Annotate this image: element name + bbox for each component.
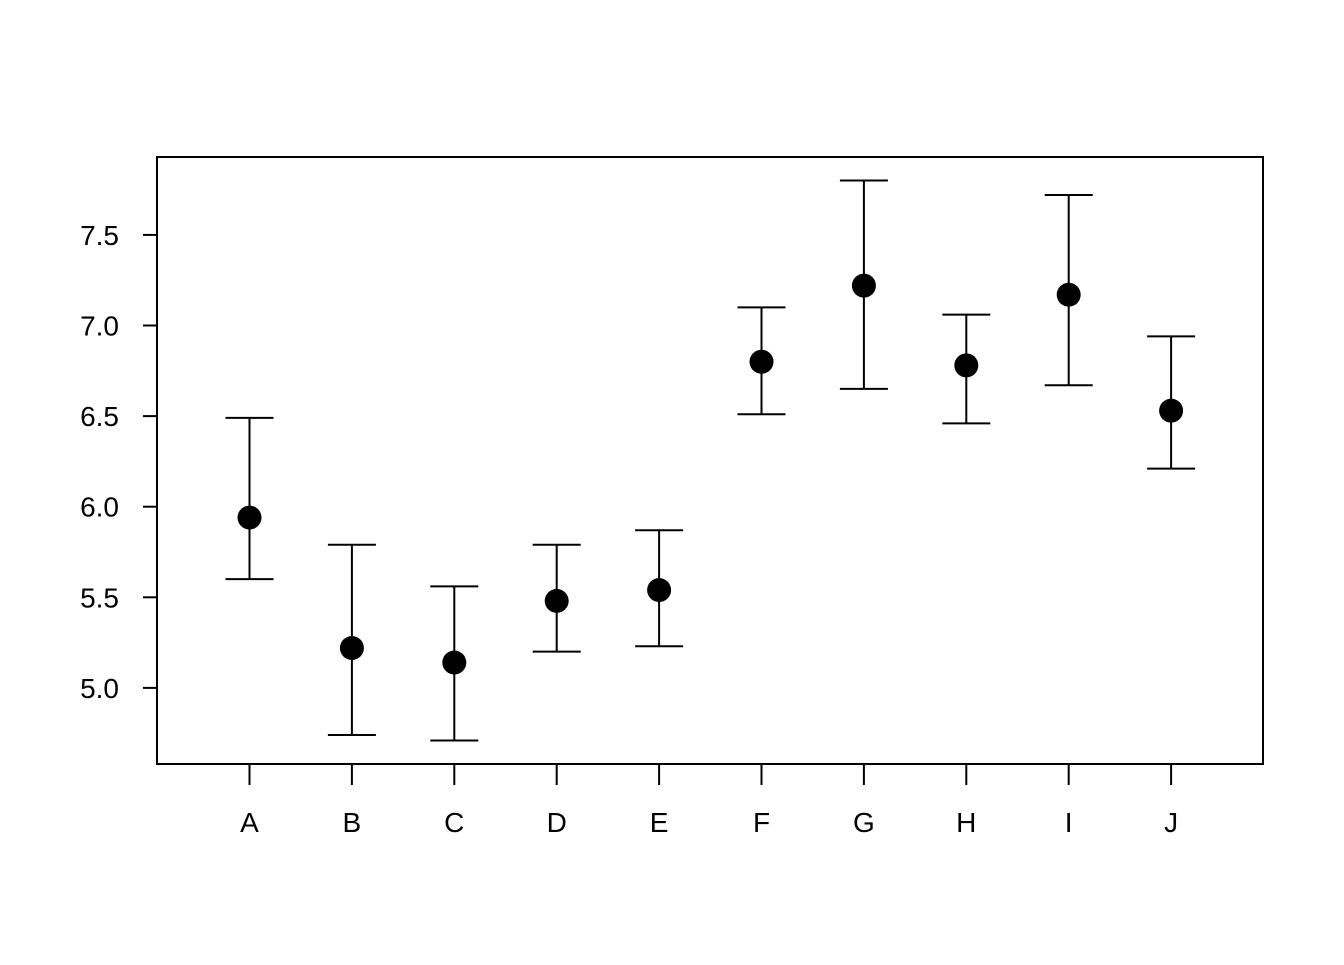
x-tick-label: J [1164, 807, 1178, 838]
error-bars [225, 179, 1196, 742]
y-tick-label: 6.5 [80, 401, 119, 432]
x-tick-label: G [853, 807, 875, 838]
data-point-e [647, 578, 672, 603]
plot-frame [156, 156, 1264, 765]
data-point-b [339, 636, 364, 661]
data-point-j [1159, 398, 1184, 423]
y-tick-label: 6.0 [80, 492, 119, 523]
y-tick-label: 7.0 [80, 311, 119, 342]
x-tick-label: C [444, 807, 464, 838]
data-point-c [442, 650, 467, 675]
y-tick-label: 5.5 [80, 582, 119, 613]
y-tick-label: 5.0 [80, 673, 119, 704]
y-tick-label: 7.5 [80, 220, 119, 251]
x-tick-label: D [547, 807, 567, 838]
x-tick-label: H [956, 807, 976, 838]
data-point-i [1056, 282, 1081, 307]
data-point-f [749, 349, 774, 374]
x-tick-label: F [753, 807, 770, 838]
x-tick-label: I [1065, 807, 1073, 838]
data-point-g [851, 273, 876, 298]
data-point-h [954, 353, 979, 378]
x-tick-label: B [343, 807, 362, 838]
data-point-a [237, 505, 262, 530]
y-axis: 5.0 5.5 6.0 6.5 7.0 7.5 [80, 220, 157, 704]
x-tick-label: E [650, 807, 669, 838]
x-tick-label: A [240, 807, 259, 838]
data-points [237, 273, 1184, 675]
x-axis: A B C D E F G H I J [240, 764, 1178, 838]
data-point-d [544, 588, 569, 613]
